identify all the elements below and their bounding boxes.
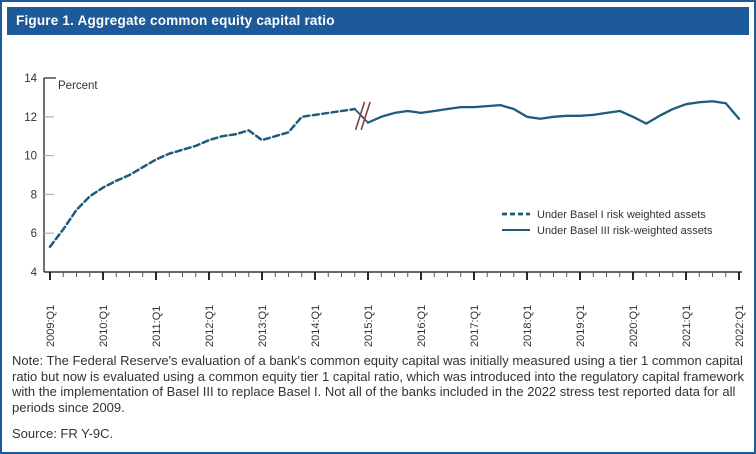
figure-source: Source: FR Y-9C.: [12, 426, 114, 441]
chart-area: 4 6 8 10 12 14 Percent 2009:Q1 2010:Q1 2011:Q1 201…: [2, 42, 754, 354]
y-tick-label: 8: [31, 189, 37, 201]
x-tick-label: 2014:Q1: [310, 305, 322, 347]
x-tick-label: 2009:Q1: [45, 305, 57, 347]
basel-iii-series-line: [366, 100, 741, 125]
x-tick-label: 2020:Q1: [628, 305, 640, 347]
figure-title-bar: Figure 1. Aggregate common equity capita…: [7, 7, 749, 35]
x-tick-label: 2017:Q1: [469, 305, 481, 347]
x-tick-label: 2013:Q1: [257, 305, 269, 347]
y-tick-label: 4: [31, 267, 38, 279]
x-tick-label: 2011:Q1: [151, 306, 163, 347]
y-tick-label: 12: [24, 112, 37, 124]
axis-break-icon: [354, 101, 366, 131]
chart-canvas: 4 6 8 10 12 14 Percent 2009:Q1 2010:Q1 2011:Q1 201…: [24, 73, 746, 347]
figure-note: Note: The Federal Reserve's evaluation o…: [12, 353, 744, 415]
x-tick-label: 2015:Q1: [363, 305, 375, 347]
y-tick-label: 10: [24, 151, 37, 163]
legend-label: Under Basel I risk weighted assets: [537, 209, 706, 221]
y-tick-label: 14: [24, 73, 37, 85]
legend-label: Under Basel III risk-weighted assets: [537, 225, 713, 237]
x-tick-label: 2022:Q1: [734, 305, 746, 347]
x-tick-label: 2016:Q1: [416, 305, 428, 347]
x-tick-label: 2019:Q1: [575, 305, 587, 347]
x-tick-label: 2018:Q1: [522, 305, 534, 347]
y-axis-unit-label: Percent: [58, 80, 98, 92]
x-tick-label: 2010:Q1: [98, 305, 110, 347]
figure-title: Figure 1. Aggregate common equity capita…: [16, 13, 335, 28]
y-tick-label: 6: [31, 228, 37, 240]
x-tick-label: 2021:Q1: [681, 305, 693, 347]
basel-i-series-line: [48, 107, 356, 249]
series-break-connector: [354, 108, 369, 124]
axis-break-icon: [360, 101, 371, 131]
x-tick-label: 2012:Q1: [204, 305, 216, 347]
